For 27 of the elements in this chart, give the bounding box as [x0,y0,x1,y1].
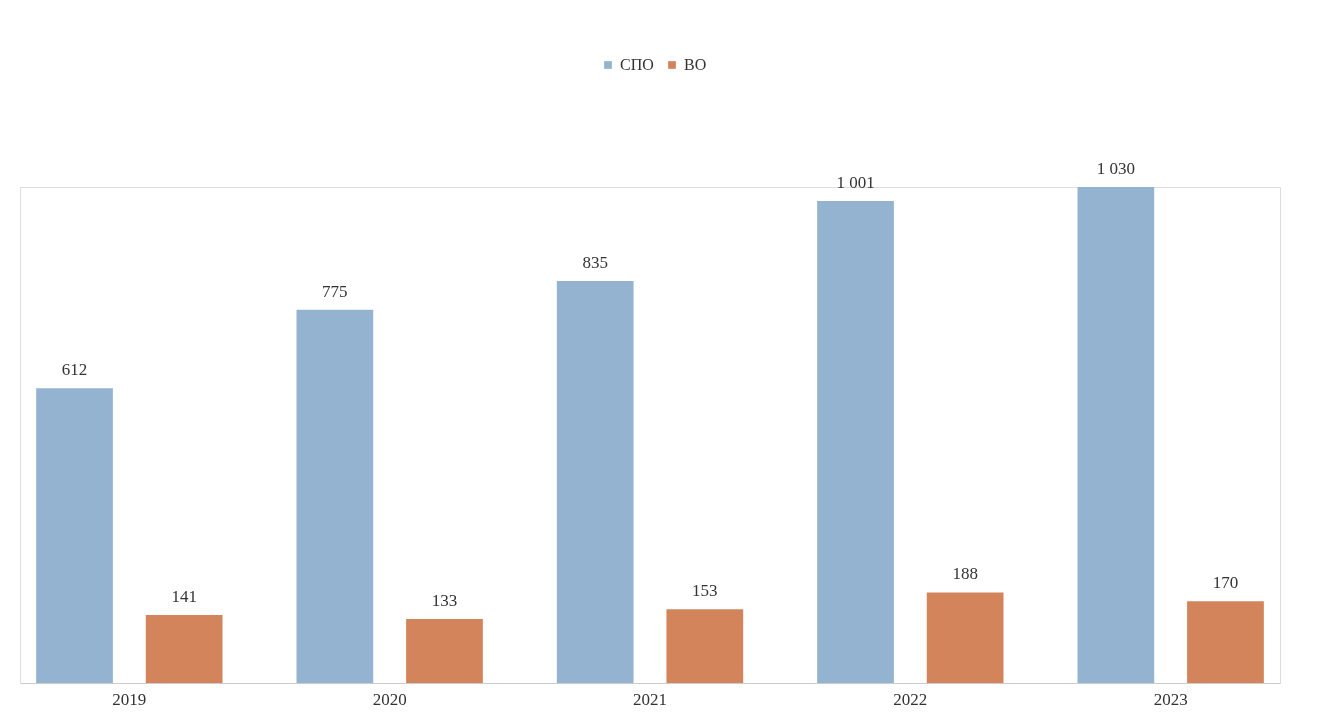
legend-label: ВО [684,56,707,73]
x-tick-label: 2019 [112,689,147,709]
data-label: 835 [582,252,608,272]
data-label: 133 [431,590,458,610]
data-label: 141 [171,587,197,607]
x-tick-label: 2020 [372,689,407,709]
legend-label: СПО [620,56,654,73]
x-tick-label: 2023 [1153,689,1188,709]
bar [1187,601,1264,683]
data-label: 153 [692,581,718,601]
bar [296,309,374,683]
bar [926,592,1004,683]
bar [36,388,113,683]
x-tick-label: 2022 [893,689,928,709]
bar [556,280,634,683]
x-tick-label: 2021 [633,689,667,709]
bar [145,615,223,683]
data-label: 1 030 [1096,159,1135,178]
bar [817,200,894,683]
data-label: 775 [322,281,348,301]
data-label: 170 [1212,573,1239,593]
data-label: 1 001 [836,172,875,192]
bar [406,618,483,683]
data-label: 188 [952,564,978,584]
bar [1077,187,1155,683]
bar [666,609,744,683]
data-label: 612 [61,360,88,380]
